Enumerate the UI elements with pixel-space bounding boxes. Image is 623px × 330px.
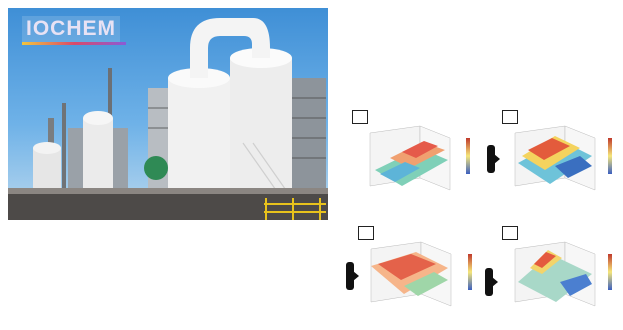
arrow-icon <box>346 262 359 290</box>
surface-plot-panel-4 <box>500 224 623 324</box>
arrow-icon <box>487 145 500 173</box>
surface-plot-2 <box>514 125 612 191</box>
surface-plot-panel-3 <box>356 224 491 324</box>
surface-plot-3 <box>370 241 472 307</box>
panel-label <box>502 226 518 240</box>
panel-label <box>352 110 368 124</box>
surface-plot-1 <box>369 125 470 191</box>
surface-plot-4 <box>514 241 612 307</box>
surface-plot-panel-1 <box>350 108 485 208</box>
brand-logo: IOCHEM <box>22 16 120 42</box>
surface-plot-panel-2 <box>500 108 623 208</box>
panel-label <box>502 110 518 124</box>
arrow-icon <box>485 268 498 296</box>
plant-illustration <box>8 18 328 220</box>
panel-label <box>358 226 374 240</box>
logo-underline <box>22 42 126 45</box>
plant-photo: IOCHEM <box>8 8 328 220</box>
